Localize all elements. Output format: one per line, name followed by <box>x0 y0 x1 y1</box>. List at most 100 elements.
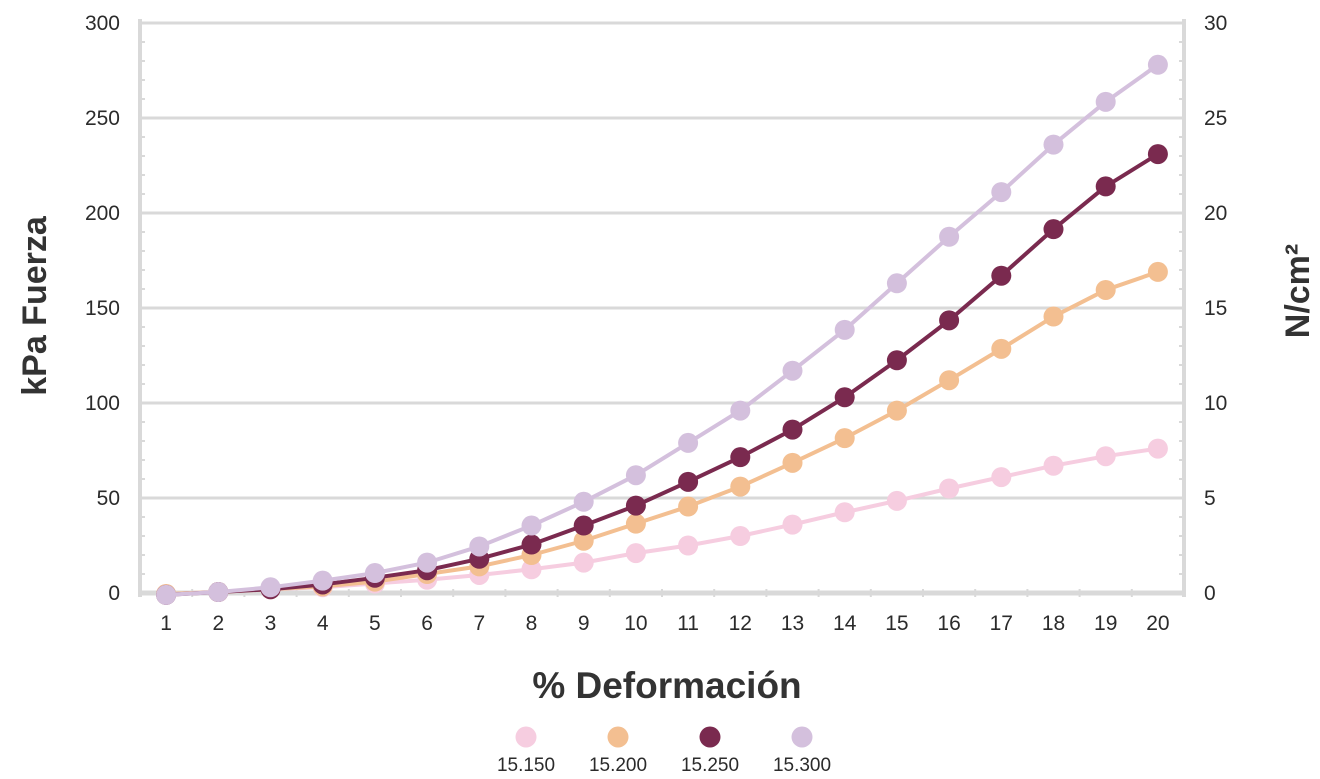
data-point <box>573 515 594 536</box>
data-point <box>364 563 385 584</box>
data-point <box>521 515 542 536</box>
x-tick-label: 12 <box>729 612 752 635</box>
x-tick-label: 3 <box>265 612 277 635</box>
y-tick-label: 50 <box>97 487 120 510</box>
data-point <box>625 465 646 486</box>
legend-marker <box>791 726 813 748</box>
data-point <box>1095 279 1116 300</box>
y-tick-label: 150 <box>85 297 120 320</box>
data-point <box>678 432 699 453</box>
data-point <box>208 582 229 603</box>
data-point <box>1043 306 1064 327</box>
data-point <box>991 338 1012 359</box>
series-line <box>164 446 1160 596</box>
x-tick-label: 16 <box>937 612 960 635</box>
data-point <box>1043 134 1064 155</box>
data-point <box>1043 219 1064 240</box>
series-line <box>164 269 1160 596</box>
x-tick-label: 18 <box>1042 612 1065 635</box>
data-point <box>1147 261 1168 282</box>
data-point <box>991 265 1012 286</box>
data-point <box>625 513 646 534</box>
data-point <box>521 559 542 580</box>
legend-label: 15.150 <box>497 755 555 776</box>
data-point <box>1147 438 1168 459</box>
y-tick-label: 0 <box>108 582 120 605</box>
data-point <box>782 360 803 381</box>
data-point <box>782 419 803 440</box>
data-point <box>834 387 855 408</box>
data-point <box>1095 446 1116 467</box>
data-point <box>678 535 699 556</box>
data-point <box>782 452 803 473</box>
data-point <box>886 490 907 511</box>
y-right-tick-label: 10 <box>1204 392 1227 415</box>
data-point <box>573 530 594 551</box>
y-right-tick-label: 30 <box>1204 12 1227 35</box>
data-point <box>939 226 960 247</box>
y-tick-label: 250 <box>85 107 120 130</box>
legend-label: 15.250 <box>681 755 739 776</box>
data-point <box>730 400 751 421</box>
y-right-tick-label: 15 <box>1204 297 1227 320</box>
legend: 15.150 15.200 15.250 15.300 <box>497 726 831 776</box>
data-point <box>1095 176 1116 197</box>
legend-label: 15.300 <box>773 755 831 776</box>
series-group <box>156 54 1168 605</box>
y-tick-label: 100 <box>85 392 120 415</box>
y-tick-label: 300 <box>85 12 120 35</box>
data-point <box>573 552 594 573</box>
data-point <box>730 526 751 546</box>
legend-label: 15.200 <box>589 755 647 776</box>
data-point <box>834 428 855 449</box>
data-point <box>312 570 333 591</box>
series-line <box>164 152 1160 597</box>
data-point <box>730 476 751 497</box>
data-point <box>834 502 855 523</box>
data-point <box>260 577 281 598</box>
data-point <box>469 536 490 557</box>
x-tick-label: 13 <box>781 612 804 635</box>
data-point <box>1147 144 1168 165</box>
legend-marker <box>699 726 721 748</box>
data-point <box>1147 54 1168 75</box>
data-point <box>625 495 646 516</box>
data-point <box>573 491 594 512</box>
data-point <box>991 467 1012 488</box>
data-point <box>939 310 960 331</box>
data-point <box>1095 91 1116 112</box>
x-tick-label: 6 <box>421 612 433 635</box>
y-axis-title: kPa Fuerza <box>16 215 54 396</box>
x-tick-label: 14 <box>833 612 857 635</box>
data-point <box>886 273 907 294</box>
x-tick-label: 10 <box>624 612 647 635</box>
y-right-tick-label: 0 <box>1204 582 1216 605</box>
data-point <box>991 182 1012 203</box>
data-point <box>1043 455 1064 476</box>
x-tick-label: 7 <box>473 612 485 635</box>
legend-marker <box>607 726 629 748</box>
x-tick-label: 19 <box>1094 612 1117 635</box>
gridlines <box>140 21 1184 500</box>
data-point <box>730 447 751 468</box>
x-tick-label: 20 <box>1146 612 1169 635</box>
data-point <box>939 478 960 499</box>
x-tick-label: 8 <box>526 612 538 635</box>
data-point <box>886 400 907 421</box>
data-point <box>939 370 960 391</box>
y-right-tick-label: 20 <box>1204 202 1227 225</box>
data-point <box>678 496 699 517</box>
x-tick-label: 9 <box>578 612 590 635</box>
x-axis-title: % Deformación <box>532 665 801 706</box>
y-right-tick-label: 25 <box>1204 107 1227 130</box>
x-tick-label: 17 <box>990 612 1013 635</box>
y-right-tick-label: 5 <box>1204 487 1216 510</box>
data-point <box>156 584 177 605</box>
data-point <box>886 350 907 371</box>
x-tick-label: 2 <box>212 612 224 635</box>
x-tick-label: 11 <box>677 612 699 635</box>
data-point <box>678 471 699 492</box>
x-tick-label: 1 <box>160 612 172 635</box>
